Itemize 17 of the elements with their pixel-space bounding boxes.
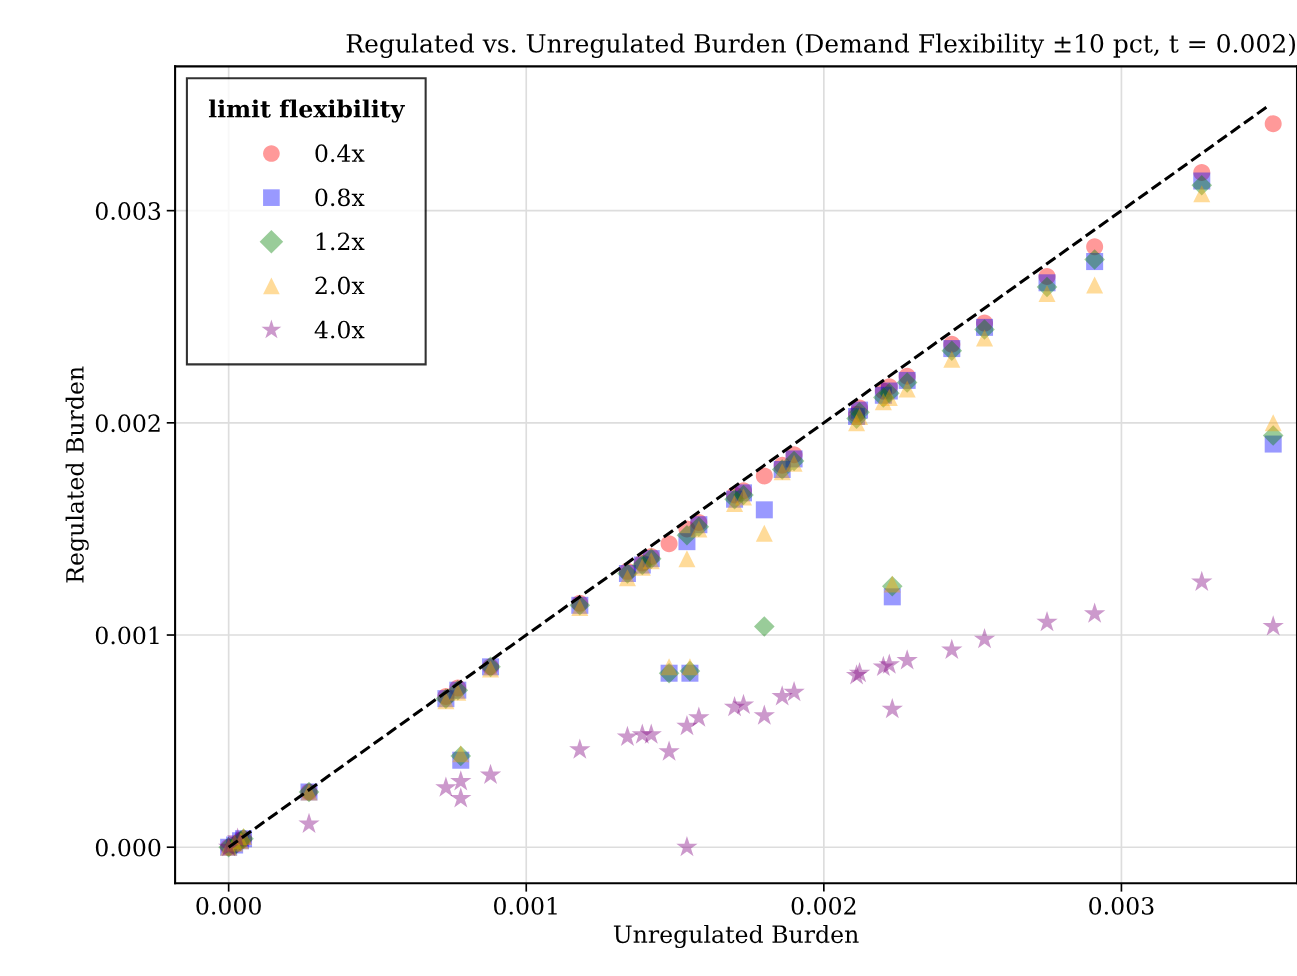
x-tick-label: 0.000 (196, 896, 261, 915)
chart-title: Regulated vs. Unregulated Burden (Demand Flexibility ±10 pct, t = 0.002) (346, 33, 1296, 59)
y-axis-title: Regulated Burden (65, 366, 89, 583)
legend-label: 4.0x (314, 320, 365, 339)
x-tick-label: 0.001 (494, 896, 557, 915)
y-tick-label: 0.002 (95, 414, 160, 433)
legend-label: 2.0x (315, 276, 365, 295)
legend-label: 1.2x (316, 232, 365, 251)
x-axis-title: Unregulated Burden (613, 924, 859, 949)
y-tick-label: 0.003 (95, 202, 161, 220)
legend-label: 0.8x (315, 188, 365, 207)
legend-title: limit flexibility (208, 99, 405, 123)
legend-label: 0.4x (315, 144, 365, 163)
x-tick-label: 0.003 (1089, 896, 1154, 915)
y-tick-label: 0.001 (95, 626, 159, 645)
x-tick-label: 0.002 (791, 896, 856, 915)
y-tick-label: 0.000 (95, 838, 161, 857)
